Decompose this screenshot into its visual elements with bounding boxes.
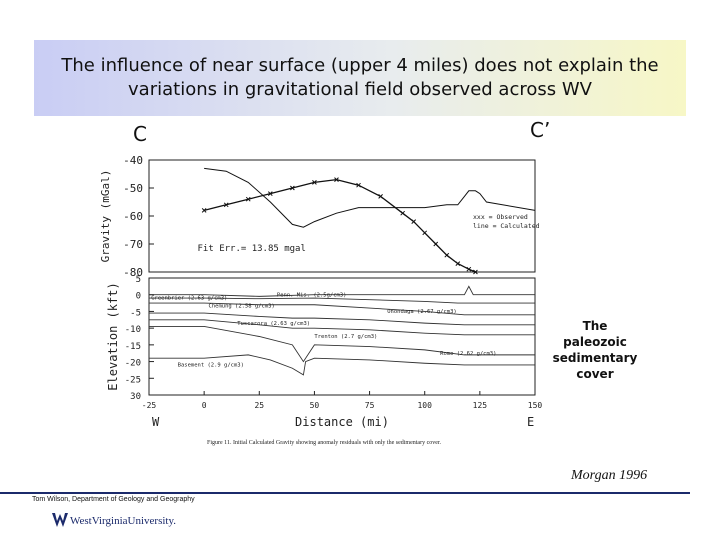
east-label: E (527, 415, 534, 429)
profile-end-label: C’ (530, 118, 551, 142)
section-unit-label: Penn. Mis. (2.5g/cm3) (277, 292, 347, 298)
section-y-tick-label: -5 (130, 308, 141, 318)
gravity-series-observed (203, 178, 476, 273)
section-panel-frame (148, 277, 536, 396)
observed-point (356, 182, 361, 188)
section-horizon (149, 302, 535, 316)
observed-point (312, 180, 317, 185)
profile-start-label: C (133, 122, 147, 146)
gravity-legend-entry: xxx = Observed (473, 213, 528, 221)
gravity-y-tick-label: -40 (123, 154, 143, 167)
gravity-y-tick-label: -50 (123, 182, 143, 195)
title-banner: The influence of near surface (upper 4 m… (34, 40, 686, 116)
slide-title: The influence of near surface (upper 4 m… (61, 55, 659, 100)
section-y-tick-label: 0 (136, 292, 141, 302)
observed-point (422, 230, 428, 236)
x-tick-label: 75 (365, 401, 375, 410)
section-unit-label: Onondaga (2.67 g/cm3) (387, 309, 457, 315)
observed-point (400, 210, 406, 216)
section-horizon (149, 354, 535, 376)
x-tick-label: -25 (142, 401, 157, 410)
observed-point (267, 191, 273, 196)
section-unit-label: Chemung (2.58 g/cm3) (209, 303, 275, 309)
section-unit-label: Rome (2.62 g/cm3) (440, 351, 496, 357)
citation: Morgan 1996 (571, 468, 648, 483)
observed-point (334, 177, 339, 182)
observed-point (411, 219, 417, 224)
wvu-logo-mark (52, 513, 68, 527)
observed-point (473, 269, 478, 275)
gravity-legend-entry: line = Calculated (473, 222, 540, 230)
paleozoic-cover-annotation: The paleozoic sedimentary cover (552, 319, 638, 381)
section-horizon (149, 326, 535, 363)
x-tick-label: 50 (310, 401, 320, 410)
section-y-tick-label: 30 (130, 392, 141, 402)
gravity-axis-label: Gravity (mGal) (99, 170, 112, 263)
section-y-tick-label: -25 (125, 375, 141, 385)
observed-point (223, 202, 229, 208)
section-y-tick-label: -20 (125, 359, 141, 369)
footer-author: Tom Wilson, Department of Geology and Ge… (32, 496, 195, 503)
section-y-tick-label: 5 (136, 275, 141, 285)
section-horizon (149, 312, 535, 326)
x-tick-label: 125 (473, 401, 488, 410)
section-horizon (149, 319, 535, 336)
west-label: W (152, 415, 160, 429)
section-horizon (149, 297, 535, 304)
section-y-tick-label: -10 (125, 325, 141, 335)
x-tick-label: 150 (528, 401, 543, 410)
section-axis-label: Elevation (kft) (106, 282, 120, 390)
x-tick-label: 0 (202, 401, 207, 410)
observed-point (290, 185, 295, 191)
observed-point (433, 241, 439, 247)
wvu-logo: WestVirginiaUniversity. (52, 513, 176, 527)
section-horizon (149, 285, 535, 297)
section-unit-label: Trenton (2.7 g/cm3) (314, 334, 377, 340)
observed-point (378, 194, 383, 199)
x-axis-label: Distance (mi) (295, 415, 389, 429)
gravity-series-calculated (204, 167, 536, 228)
x-tick-label: 25 (254, 401, 264, 410)
section-unit-label: Basement (2.9 g/cm3) (178, 363, 244, 369)
figure-caption: Figure 11. Initial Calculated Gravity sh… (207, 440, 442, 446)
x-tick-label: 100 (417, 401, 432, 410)
gravity-y-tick-label: -60 (123, 210, 143, 223)
observed-point (455, 261, 461, 266)
section-unit-label: Tuscarora (2.63 g/cm3) (237, 321, 310, 327)
gravity-y-tick-label: -80 (123, 266, 143, 279)
section-unit-label: Greenbrier (2.63 g/cm3) (151, 296, 227, 302)
observed-point (245, 196, 251, 202)
observed-point (201, 208, 207, 213)
wvu-logo-text: WestVirginiaUniversity. (70, 515, 176, 527)
footer-divider (0, 492, 690, 494)
observed-point (444, 252, 450, 258)
gravity-y-tick-label: -70 (123, 238, 143, 251)
fit-error-label: Fit Err.= 13.85 mgal (198, 244, 306, 254)
observed-point (466, 266, 472, 272)
section-y-tick-label: -15 (125, 342, 141, 352)
